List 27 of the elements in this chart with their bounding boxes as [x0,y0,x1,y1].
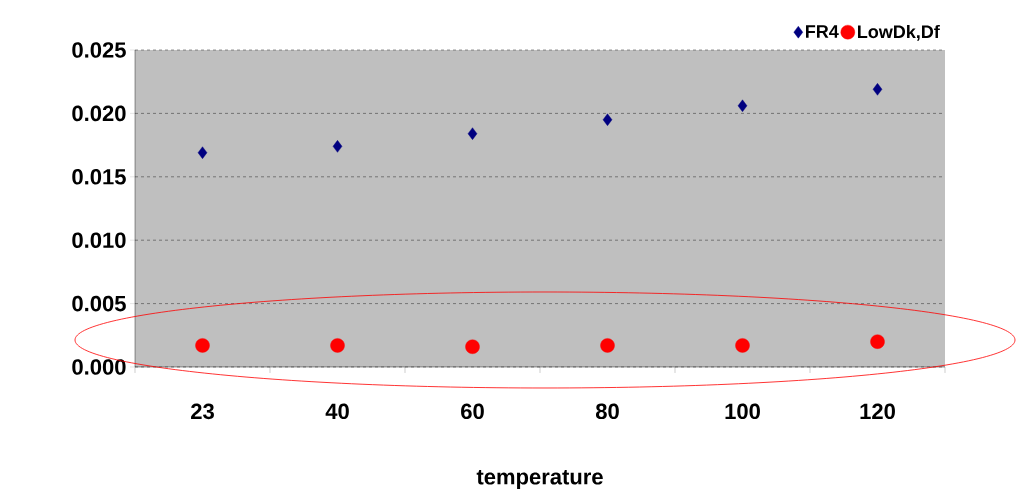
y-tick-label: 0.025 [72,42,126,58]
x-tick-label: 100 [725,403,760,419]
y-tick-label: 0.015 [72,168,126,185]
point [197,146,208,159]
point [330,338,345,353]
point [600,338,615,353]
point [870,334,885,349]
legend-label: LowDk,Df [858,24,940,41]
point [465,339,480,354]
point [467,127,478,140]
y-tick-label: 0.005 [72,295,126,312]
y-tick-label: 0.020 [72,105,126,122]
legend-label: FR4 [806,25,839,38]
x-tick-label: 80 [595,403,619,419]
point [332,140,343,153]
x-tick-label: 23 [191,403,214,420]
x-axis-title: temperature [476,469,603,489]
point [872,82,883,96]
point [735,338,750,353]
x-tick-label: 120 [860,403,895,419]
x-tick-label: 40 [325,403,349,419]
point [737,99,748,112]
y-tick-label: 0.000 [72,359,126,375]
y-tick-label: 0.010 [72,232,126,248]
point [195,338,210,353]
x-tick-label: 60 [461,403,484,419]
point [602,113,613,126]
